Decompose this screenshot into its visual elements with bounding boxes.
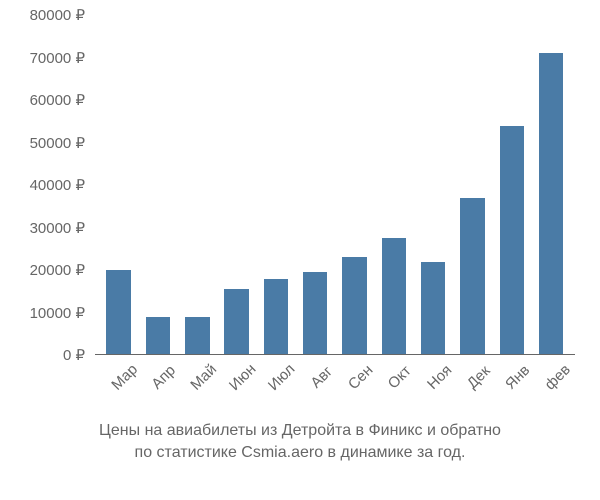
bar-slot xyxy=(335,15,374,355)
bar xyxy=(421,262,445,356)
y-tick-label: 40000 ₽ xyxy=(0,176,85,194)
chart-caption: Цены на авиабилеты из Детройта в Финикс … xyxy=(0,420,600,465)
x-tick-label: Мар xyxy=(105,357,145,397)
x-tick-label: Янв xyxy=(498,357,538,397)
bar-slot xyxy=(374,15,413,355)
bar xyxy=(106,270,130,355)
bar-slot xyxy=(492,15,531,355)
x-tick-label: Июл xyxy=(262,357,302,397)
bar xyxy=(500,126,524,356)
x-tick-label: Сен xyxy=(341,357,381,397)
x-tick-label: фев xyxy=(537,357,577,397)
bar-slot xyxy=(532,15,571,355)
y-tick-label: 70000 ₽ xyxy=(0,49,85,67)
y-tick-label: 80000 ₽ xyxy=(0,6,85,24)
x-tick-label: Дек xyxy=(459,357,499,397)
bar xyxy=(382,238,406,355)
x-tick-label: Июн xyxy=(223,357,263,397)
bar-slot xyxy=(453,15,492,355)
x-tick-label: Апр xyxy=(144,357,184,397)
y-tick-label: 60000 ₽ xyxy=(0,91,85,109)
bar xyxy=(303,272,327,355)
bar-slot xyxy=(414,15,453,355)
bar xyxy=(460,198,484,355)
chart-area: 0 ₽10000 ₽20000 ₽30000 ₽40000 ₽50000 ₽60… xyxy=(95,15,575,355)
bar-slot xyxy=(138,15,177,355)
bar xyxy=(224,289,248,355)
bars-container xyxy=(95,15,575,355)
y-tick-label: 10000 ₽ xyxy=(0,304,85,322)
caption-line-2: по статистике Csmia.aero в динамике за г… xyxy=(20,442,580,464)
bar xyxy=(185,317,209,355)
bar-slot xyxy=(178,15,217,355)
y-tick-label: 50000 ₽ xyxy=(0,134,85,152)
x-tick-label: Ноя xyxy=(419,357,459,397)
x-axis-labels: МарАпрМайИюнИюлАвгСенОктНояДекЯнвфев xyxy=(95,360,575,377)
x-tick-label: Май xyxy=(183,357,223,397)
x-axis-baseline xyxy=(95,354,575,355)
x-tick-label: Окт xyxy=(380,357,420,397)
y-tick-label: 30000 ₽ xyxy=(0,219,85,237)
bar-slot xyxy=(217,15,256,355)
y-tick-label: 20000 ₽ xyxy=(0,261,85,279)
x-tick-label: Авг xyxy=(301,357,341,397)
y-tick-label: 0 ₽ xyxy=(0,346,85,364)
bar-slot xyxy=(296,15,335,355)
bar xyxy=(264,279,288,356)
bar xyxy=(342,257,366,355)
bar-slot xyxy=(256,15,295,355)
bar xyxy=(539,53,563,355)
caption-line-1: Цены на авиабилеты из Детройта в Финикс … xyxy=(20,420,580,442)
bar-slot xyxy=(99,15,138,355)
bar xyxy=(146,317,170,355)
